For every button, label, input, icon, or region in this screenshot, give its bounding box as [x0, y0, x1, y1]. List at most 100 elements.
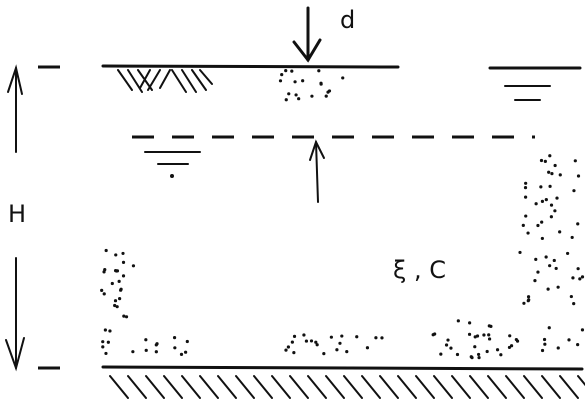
dot [543, 342, 547, 346]
hatch-stroke [199, 375, 219, 399]
dot [549, 203, 554, 207]
dot [540, 236, 544, 241]
dot [576, 267, 580, 271]
dot [540, 348, 545, 353]
dot [446, 338, 450, 342]
hatch-stroke [361, 375, 381, 399]
dot [284, 98, 288, 102]
hatch-stroke [559, 375, 579, 399]
dot [179, 352, 184, 356]
dot [184, 350, 188, 354]
dot [301, 79, 305, 83]
dot [121, 274, 126, 278]
dot [548, 154, 552, 158]
dot [365, 346, 370, 350]
hatch-stroke [163, 375, 183, 399]
parameters-label: ξ , C [393, 256, 446, 284]
dot [340, 334, 344, 338]
dot [118, 296, 122, 301]
dot [572, 302, 576, 306]
hatch-stroke [379, 375, 399, 399]
height-arrow: H [5, 64, 26, 372]
dot [495, 348, 500, 352]
dot [319, 82, 323, 86]
dot [518, 250, 522, 255]
hatch-stroke [307, 375, 327, 399]
dot [482, 333, 486, 337]
dot [552, 258, 556, 263]
dot [103, 328, 107, 332]
surface-hatching [117, 69, 213, 93]
dot [543, 159, 547, 163]
dot [570, 235, 574, 240]
dot [309, 339, 314, 343]
dot [338, 341, 342, 345]
dot [580, 328, 585, 332]
dot [576, 174, 581, 178]
dot [121, 251, 125, 256]
dot [121, 260, 126, 264]
dot [106, 340, 110, 344]
dot [335, 348, 339, 352]
dot [173, 346, 177, 350]
dot [544, 198, 548, 202]
dot [310, 94, 314, 98]
dot [473, 345, 477, 349]
hatch-stroke [253, 375, 273, 399]
hatch-stroke [523, 375, 543, 399]
hatch-stroke [541, 375, 561, 399]
dot [456, 319, 460, 323]
dot [534, 257, 538, 261]
dot [115, 305, 119, 309]
dot [110, 281, 114, 286]
dot [544, 255, 548, 259]
dot [576, 342, 580, 347]
dot [102, 292, 106, 296]
dot [327, 89, 332, 93]
dot [144, 348, 148, 352]
dot [322, 352, 326, 356]
dot [444, 343, 449, 347]
dot [380, 336, 384, 340]
hatch-stroke [127, 375, 147, 399]
dot [508, 334, 512, 338]
dot [114, 253, 118, 257]
hatch-stroke [451, 375, 471, 399]
dot [473, 335, 477, 339]
dot [292, 334, 297, 338]
dot [548, 264, 552, 268]
dot [550, 172, 554, 176]
dot [278, 79, 283, 83]
dot [324, 94, 328, 98]
dot [573, 159, 577, 163]
dot [122, 314, 126, 318]
dot [547, 170, 551, 174]
dot [487, 333, 491, 337]
dot [567, 338, 571, 342]
dot [104, 351, 108, 356]
dot [572, 189, 576, 193]
dot [476, 352, 481, 357]
dot [468, 321, 472, 325]
dot [549, 215, 553, 219]
height-label: H [8, 200, 26, 228]
hatch-stroke [415, 375, 435, 399]
dot [304, 339, 309, 343]
dot [144, 338, 148, 342]
hatch-stroke [433, 375, 453, 399]
dot [553, 163, 557, 168]
dot [154, 350, 158, 354]
water-table [132, 135, 535, 178]
dot [576, 222, 580, 226]
sediment-dots [100, 69, 585, 360]
hatch-stroke [145, 375, 165, 399]
dot [548, 184, 552, 188]
dot [100, 288, 104, 292]
dot [155, 342, 159, 346]
dot [578, 277, 582, 281]
dot [284, 348, 288, 352]
dot [104, 248, 108, 253]
dot [554, 266, 558, 271]
dot [536, 223, 540, 228]
